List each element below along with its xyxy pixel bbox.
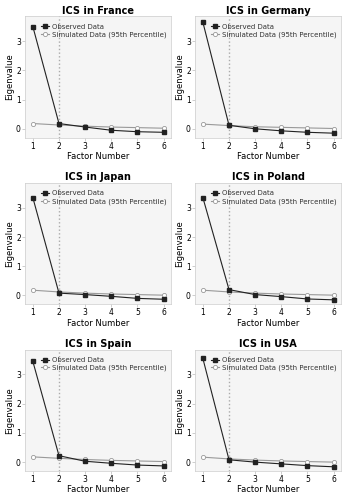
Title: ICS in Germany: ICS in Germany [226, 6, 311, 16]
X-axis label: Factor Number: Factor Number [237, 319, 299, 328]
Y-axis label: Eigenvalue: Eigenvalue [6, 54, 15, 100]
X-axis label: Factor Number: Factor Number [67, 486, 129, 494]
Title: ICS in USA: ICS in USA [239, 339, 297, 349]
Title: ICS in Japan: ICS in Japan [65, 172, 131, 182]
Y-axis label: Eigenvalue: Eigenvalue [176, 54, 185, 100]
Title: ICS in Spain: ICS in Spain [65, 339, 132, 349]
Y-axis label: Eigenvalue: Eigenvalue [6, 220, 15, 267]
Legend: Observed Data, Simulated Data (95th Percentile): Observed Data, Simulated Data (95th Perc… [210, 189, 338, 206]
Legend: Observed Data, Simulated Data (95th Percentile): Observed Data, Simulated Data (95th Perc… [210, 22, 338, 39]
X-axis label: Factor Number: Factor Number [237, 152, 299, 161]
Legend: Observed Data, Simulated Data (95th Percentile): Observed Data, Simulated Data (95th Perc… [40, 356, 168, 372]
Legend: Observed Data, Simulated Data (95th Percentile): Observed Data, Simulated Data (95th Perc… [210, 356, 338, 372]
X-axis label: Factor Number: Factor Number [67, 152, 129, 161]
Y-axis label: Eigenvalue: Eigenvalue [176, 387, 185, 434]
Y-axis label: Eigenvalue: Eigenvalue [6, 387, 15, 434]
X-axis label: Factor Number: Factor Number [67, 319, 129, 328]
Y-axis label: Eigenvalue: Eigenvalue [176, 220, 185, 267]
Legend: Observed Data, Simulated Data (95th Percentile): Observed Data, Simulated Data (95th Perc… [40, 189, 168, 206]
Title: ICS in France: ICS in France [62, 6, 134, 16]
X-axis label: Factor Number: Factor Number [237, 486, 299, 494]
Legend: Observed Data, Simulated Data (95th Percentile): Observed Data, Simulated Data (95th Perc… [40, 22, 168, 39]
Title: ICS in Poland: ICS in Poland [232, 172, 305, 182]
